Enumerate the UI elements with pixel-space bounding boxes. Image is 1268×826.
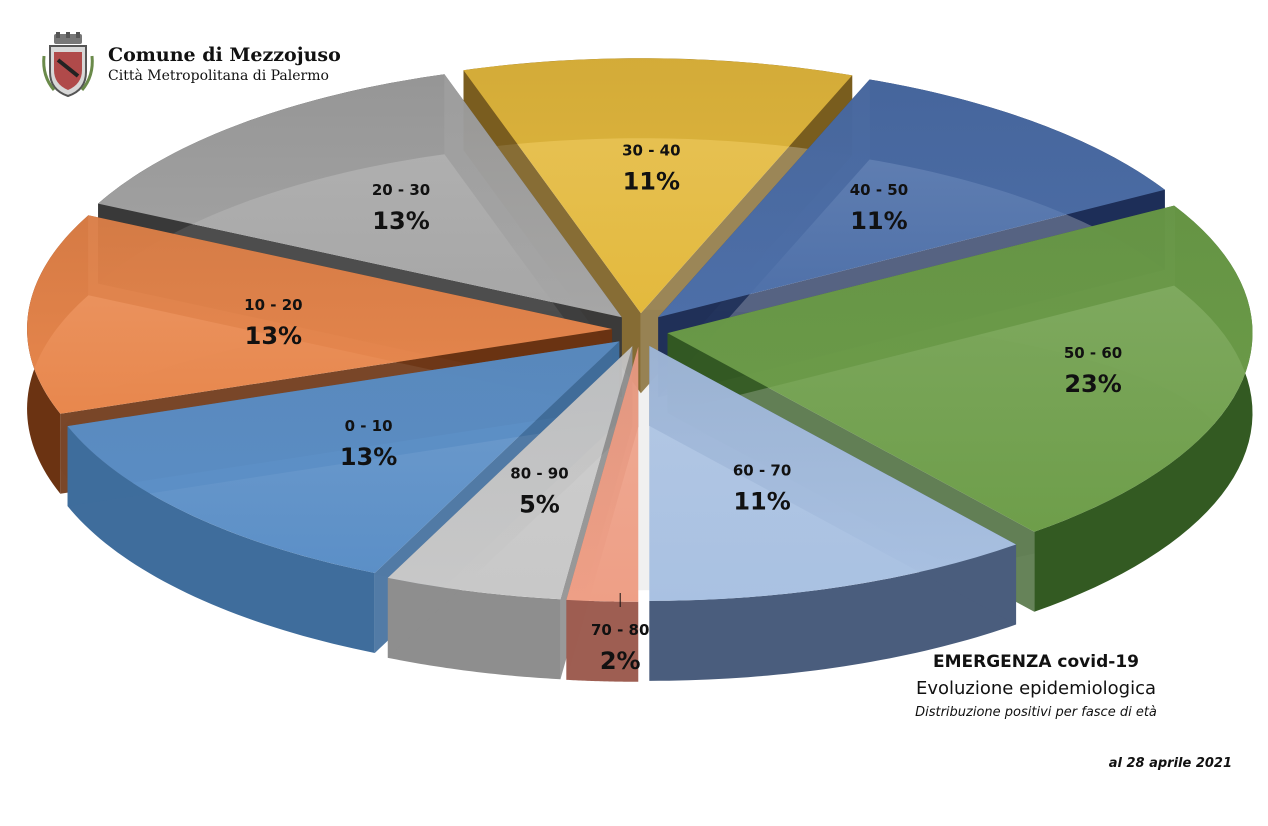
report-date: al 28 aprile 2021 <box>1108 756 1232 771</box>
caption-subtitle: Evoluzione epidemiologica <box>915 678 1157 699</box>
value-label: 5% <box>519 490 560 518</box>
slice-top-face <box>658 79 1165 318</box>
value-label: 13% <box>340 443 397 471</box>
category-label: 70 - 80 <box>591 621 649 639</box>
caption-title: EMERGENZA covid-19 <box>933 652 1139 672</box>
category-label: 40 - 50 <box>850 181 908 199</box>
category-label: 10 - 20 <box>244 296 302 314</box>
slice-top-face <box>387 346 633 600</box>
value-label: 11% <box>623 167 680 195</box>
slice-top-face <box>27 215 613 414</box>
category-label: 20 - 30 <box>372 181 430 199</box>
category-label: 50 - 60 <box>1064 344 1122 362</box>
pie-slice-60-70 <box>649 345 1017 681</box>
slice-outer-wall <box>67 426 375 653</box>
value-label: 2% <box>600 647 641 675</box>
slice-top-face <box>667 205 1253 532</box>
slice-top-face <box>463 58 853 314</box>
org-name: Comune di Mezzojuso <box>108 44 341 66</box>
value-label: 13% <box>245 322 302 350</box>
slice-top-face <box>98 74 622 318</box>
slice-top-face <box>649 345 1017 601</box>
coat-of-arms-logo <box>42 32 94 98</box>
slice-outer-wall <box>649 544 1017 681</box>
value-label: 11% <box>850 207 907 235</box>
org-subtitle: Città Metropolitana di Palermo <box>108 68 329 84</box>
pie-slice-70-80 <box>566 346 639 682</box>
chart-caption: EMERGENZA covid-19 Evoluzione epidemiolo… <box>886 652 1186 720</box>
value-label: 11% <box>733 487 790 515</box>
value-label: 23% <box>1064 370 1121 398</box>
category-label: 0 - 10 <box>345 417 393 435</box>
caption-description: Distribuzione positivi per fasce di età <box>915 705 1157 720</box>
slice-outer-wall <box>566 599 639 682</box>
slice-top-face <box>566 346 639 602</box>
category-label: 30 - 40 <box>622 141 680 159</box>
slice-outer-wall <box>1034 205 1253 612</box>
category-label: 60 - 70 <box>733 461 791 479</box>
value-label: 13% <box>372 207 429 235</box>
category-label: 80 - 90 <box>510 464 568 482</box>
slice-top-face <box>67 341 620 573</box>
